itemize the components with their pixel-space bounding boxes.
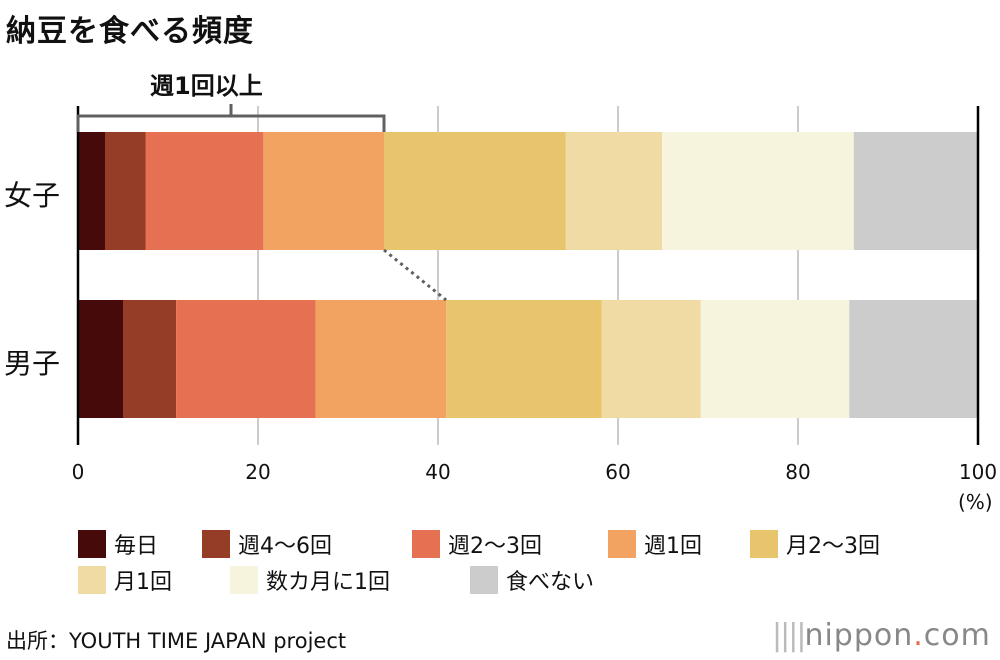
legend-item: 月2〜3回 xyxy=(750,528,880,560)
x-tick-label: 100 xyxy=(958,460,998,484)
x-unit-label: (%) xyxy=(958,490,993,514)
bar-segment xyxy=(662,132,854,250)
legend-item: 月1回 xyxy=(78,564,172,596)
category-label-female: 女子 xyxy=(4,179,61,212)
legend-swatch xyxy=(750,530,778,558)
legend-swatch xyxy=(470,566,498,594)
legend-label: 週1回 xyxy=(644,534,702,559)
nippon-logo: ||||nippon.com xyxy=(772,618,991,653)
legend-swatch xyxy=(78,566,106,594)
bar-segment xyxy=(700,300,850,418)
legend-swatch xyxy=(412,530,440,558)
bar-segment xyxy=(78,132,105,250)
bracket xyxy=(76,104,386,132)
chart-title: 納豆を食べる頻度 xyxy=(6,14,254,49)
bracket-annotation: 週1回以上 xyxy=(150,72,263,100)
legend-item: 毎日 xyxy=(78,528,158,560)
source-note: 出所：YOUTH TIME JAPAN project xyxy=(6,629,347,653)
legend-label: 月2〜3回 xyxy=(786,534,880,559)
legend-item: 週1回 xyxy=(608,528,702,560)
bar-segment xyxy=(849,300,978,418)
x-tick-label: 0 xyxy=(71,460,85,484)
bar-segment xyxy=(446,300,602,418)
legend-label: 月1回 xyxy=(114,570,172,595)
bar-segment xyxy=(78,300,123,418)
bar-segment xyxy=(565,132,663,250)
bar-segment xyxy=(176,300,316,418)
legend-swatch xyxy=(78,530,106,558)
legend-item: 食べない xyxy=(470,564,594,596)
x-tick-label: 20 xyxy=(245,460,271,484)
legend-item: 週4〜6回 xyxy=(202,528,332,560)
dotted-connector xyxy=(383,248,448,302)
bar-segment xyxy=(384,132,566,250)
bar-segment xyxy=(601,300,701,418)
bar-segment xyxy=(105,132,146,250)
bar-segment xyxy=(315,300,447,418)
legend-swatch xyxy=(202,530,230,558)
legend-swatch xyxy=(230,566,258,594)
bar-segment xyxy=(263,132,384,250)
legend-label: 毎日 xyxy=(114,534,159,559)
legend-item: 数カ月に1回 xyxy=(230,564,390,596)
category-label-male: 男子 xyxy=(4,347,61,380)
legend-label: 週4〜6回 xyxy=(238,534,332,559)
x-tick-label: 40 xyxy=(425,460,451,484)
bar-segment xyxy=(853,132,978,250)
bar-segment xyxy=(145,132,264,250)
legend-label: 週2〜3回 xyxy=(448,534,542,559)
legend-label: 数カ月に1回 xyxy=(266,570,390,595)
legend-label: 食べない xyxy=(506,570,595,595)
legend-item: 週2〜3回 xyxy=(412,528,542,560)
legend-swatch xyxy=(608,530,636,558)
x-tick-label: 80 xyxy=(785,460,811,484)
x-tick-label: 60 xyxy=(605,460,631,484)
bar-segment xyxy=(123,300,177,418)
